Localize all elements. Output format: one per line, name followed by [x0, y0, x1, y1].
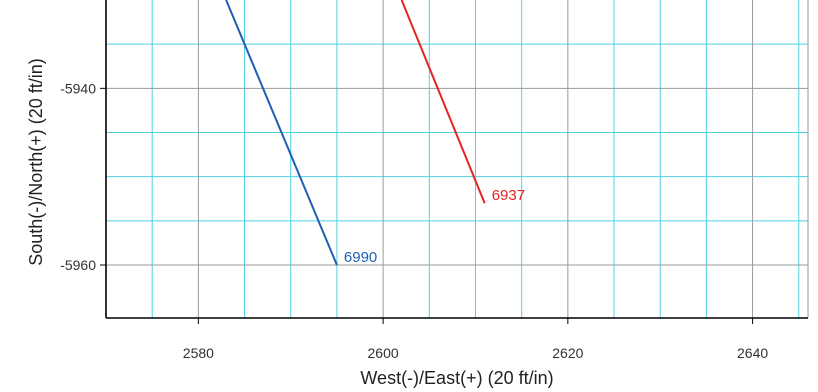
x-tick-label: 2620 — [552, 345, 583, 361]
y-axis-title: South(-)/North(+) (20 ft/in) — [26, 58, 46, 266]
series-line-6990 — [225, 0, 338, 266]
y-tick-label: -5960 — [60, 257, 96, 273]
y-tick-label: -5940 — [60, 80, 96, 96]
series-label-6990: 6990 — [344, 249, 377, 266]
plot-background — [106, 0, 808, 318]
x-axis-ticks: 2580 2600 2620 2640 — [183, 318, 768, 361]
grid — [106, 0, 808, 318]
y-axis-ticks: -5940 -5960 — [60, 80, 106, 273]
x-tick-label: 2640 — [737, 345, 768, 361]
plot-area: 6990 6937 — [105, 0, 809, 319]
x-axis-title: West(-)/East(+) (20 ft/in) — [360, 368, 553, 388]
series-line-6937 — [400, 0, 486, 204]
series: 6990 6937 — [225, 0, 525, 266]
x-tick-label: 2600 — [368, 345, 399, 361]
series-label-6937: 6937 — [492, 187, 525, 204]
x-tick-label: 2580 — [183, 345, 214, 361]
